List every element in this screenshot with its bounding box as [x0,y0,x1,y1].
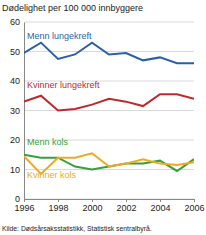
x-tick-label: 1996 [14,203,34,213]
x-tick-mark [24,199,25,202]
y-tick-label: 10 [10,165,20,175]
x-tick: 2006 [184,199,204,213]
y-tick: 40 [10,76,24,86]
series-label: Kvinner kols [27,170,77,180]
lines [24,43,194,174]
y-tick-label: 20 [10,135,20,145]
chart: Dødelighet per 100 000 innbyggere0102030… [0,0,206,235]
grid [24,22,194,199]
series-line [24,43,194,64]
series-line [24,94,194,110]
y-tick: 10 [10,165,24,175]
x-tick: 1998 [48,199,68,213]
x-tick-mark [126,199,127,202]
x-tick-mark [58,199,59,202]
y-axis-line [24,23,25,200]
series-label: Menn lungekreft [27,31,92,41]
source: Kilde: Dødsårsaksstatistikk, Statistisk … [2,225,152,233]
y-tick: 60 [10,17,24,27]
y-tick-label: 40 [10,76,20,86]
x-tick-label: 1998 [48,203,68,213]
title: Dødelighet per 100 000 innbyggere [2,3,143,13]
series-label: Menn kols [27,137,69,147]
grid-line [24,110,194,111]
x-tick-label: 2006 [184,203,204,213]
plot: 0102030405060199619982000200220042006Men… [10,17,205,213]
x-tick-mark [92,199,93,202]
y-tick-label: 60 [10,17,20,27]
x-tick-label: 2002 [116,203,136,213]
series-line [24,155,194,171]
x-axis: 1996 1998 2000 2002 2004 2006 [14,199,204,213]
x-tick-label: 2000 [82,203,102,213]
x-axis-line [25,200,195,203]
x-tick: 2000 [82,199,102,213]
x-tick-label: 2004 [150,203,170,213]
y-tick: 30 [10,106,24,116]
x-tick: 1996 [14,199,34,213]
y-axis: 0102030405060 [10,17,25,204]
x-tick-mark [194,199,195,202]
y-tick-label: 30 [10,106,20,116]
y-tick: 20 [10,135,24,145]
x-tick: 2002 [116,199,136,213]
series-label: Kvinner lungekreft [27,80,100,90]
x-tick: 2004 [150,199,170,213]
x-tick-mark [160,199,161,202]
grid-line [24,22,194,23]
y-tick-label: 50 [10,47,20,57]
y-tick: 50 [10,47,24,57]
